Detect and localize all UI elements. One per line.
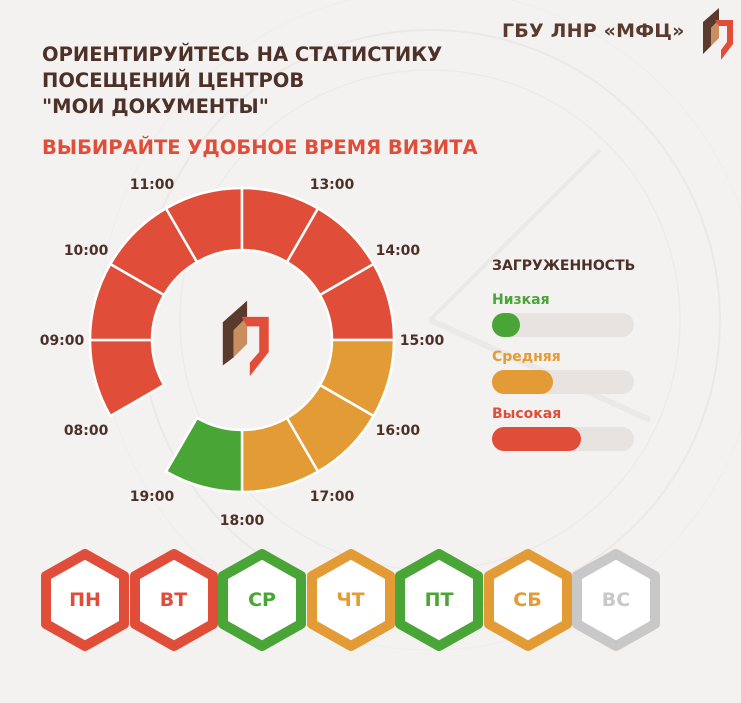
hour-label: 09:00 — [40, 333, 85, 349]
day-label: ПТ — [424, 589, 454, 611]
day-label: ВС — [601, 589, 631, 611]
legend-track-high — [492, 427, 634, 451]
hexagon-icon — [572, 549, 660, 651]
ring-segment-0800 — [88, 338, 166, 418]
hexagon-icon — [483, 549, 572, 651]
day-badge-4: ПТ — [394, 548, 484, 652]
legend-fill-medium — [492, 370, 554, 394]
hourly-load-ring-chart: 08:0009:0010:0011:0012:0013:0014:0015:00… — [40, 177, 445, 529]
legend-item-high: Высокая — [492, 406, 642, 451]
ring-segment-1800 — [164, 416, 244, 494]
center-mfc-logo-icon — [222, 300, 269, 377]
hour-label: 19:00 — [130, 489, 175, 505]
organization-name: ГБУ ЛНР «МФЦ» — [502, 20, 685, 42]
headline-line-3: "МОИ ДОКУМЕНТЫ" — [42, 95, 269, 118]
hour-label: 13:00 — [310, 177, 355, 193]
day-label: СБ — [513, 589, 542, 611]
hour-label: 17:00 — [310, 489, 355, 505]
day-label: ВТ — [159, 589, 188, 611]
mfc-logo-icon — [703, 8, 733, 60]
headline: ОРИЕНТИРУЙТЕСЬ НА СТАТИСТИКУ ПОСЕЩЕНИЙ Ц… — [42, 42, 442, 120]
day-label: СР — [248, 589, 276, 611]
day-badge-2: СР — [217, 548, 307, 652]
hour-label: 15:00 — [400, 333, 445, 349]
day-badge-5: СБ — [483, 548, 573, 652]
legend-track-low — [492, 313, 634, 337]
legend-item-low: Низкая — [492, 292, 642, 337]
hexagon-icon — [41, 549, 129, 651]
legend-label-medium: Средняя — [492, 349, 561, 365]
hour-label: 14:00 — [376, 243, 421, 259]
day-badge-3: ЧТ — [306, 548, 396, 652]
legend-item-medium: Средняя — [492, 349, 642, 394]
hexagon-icon — [218, 549, 306, 651]
legend-label-low: Низкая — [492, 292, 550, 308]
legend-label-high: Высокая — [492, 406, 562, 422]
day-badge-1: ВТ — [129, 548, 219, 652]
headline-line-2: ПОСЕЩЕНИЙ ЦЕНТРОВ — [42, 69, 305, 92]
legend-track-medium — [492, 370, 634, 394]
legend-fill-low — [492, 313, 521, 337]
headline-line-1: ОРИЕНТИРУЙТЕСЬ НА СТАТИСТИКУ — [42, 43, 443, 66]
legend-title: ЗАГРУЖЕННОСТЬ — [492, 258, 636, 274]
day-badge-6: ВС — [571, 548, 661, 652]
hour-label: 08:00 — [64, 423, 109, 439]
day-badge-0: ПН — [40, 548, 130, 652]
load-legend: ЗАГРУЖЕННОСТЬ Низкая Средняя Высокая — [492, 258, 642, 463]
hour-label: 16:00 — [376, 423, 421, 439]
hexagon-icon — [395, 549, 483, 651]
hour-label: 18:00 — [220, 513, 265, 529]
hour-label: 10:00 — [64, 243, 109, 259]
subheadline: ВЫБИРАЙТЕ УДОБНОЕ ВРЕМЯ ВИЗИТА — [42, 136, 478, 159]
day-label: ПН — [69, 589, 101, 611]
day-label: ЧТ — [336, 589, 365, 611]
weekday-load-row: ПН ВТ СР ЧТ ПТ СБ ВС — [40, 548, 720, 658]
hexagon-icon — [306, 549, 395, 651]
hexagon-icon — [129, 549, 218, 651]
hour-label: 11:00 — [130, 177, 175, 193]
legend-fill-high — [492, 427, 582, 451]
